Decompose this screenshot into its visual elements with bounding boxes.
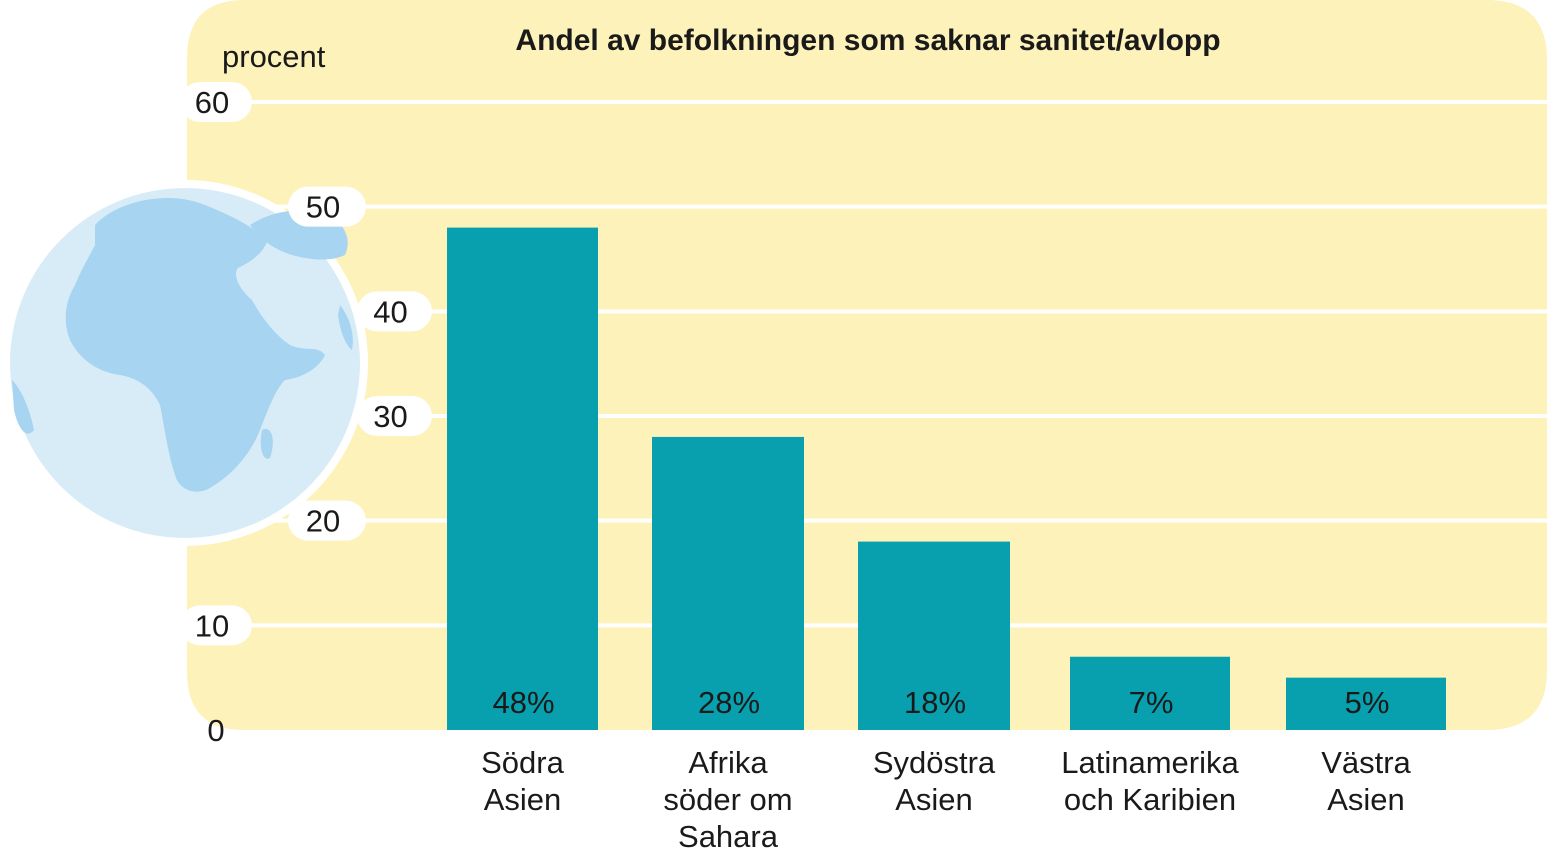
x-tick-label-line: och Karibien	[1064, 782, 1236, 817]
y-tick-label: 0	[207, 713, 224, 748]
x-tick-label-line: Västra	[1321, 745, 1411, 780]
y-tick: 40	[357, 291, 432, 332]
x-tick-label-line: söder om	[663, 782, 792, 817]
y-tick-label: 60	[195, 85, 229, 120]
y-tick: 10	[180, 605, 252, 646]
x-tick-label-line: Asien	[484, 782, 562, 817]
bar	[447, 227, 598, 730]
globe-icon	[2, 180, 368, 546]
x-tick-label-line: Sahara	[678, 819, 779, 854]
y-tick: 50	[288, 186, 366, 227]
bar	[858, 541, 1010, 730]
x-tick-label-line: Sydöstra	[873, 745, 996, 780]
y-tick-background	[357, 396, 432, 436]
bar-value-label: 5%	[1345, 685, 1390, 720]
y-tick: 0	[207, 713, 224, 748]
y-tick-background	[357, 291, 432, 332]
y-tick-label: 10	[195, 608, 229, 643]
data-labels: 48% 28% 18% 7% 5%	[492, 685, 1389, 720]
y-tick-background	[288, 186, 366, 227]
y-tick-label: 40	[373, 294, 407, 329]
x-tick-label-line: Afrika	[688, 745, 768, 780]
x-tick-label-line: Asien	[1327, 782, 1405, 817]
bar-value-label: 18%	[904, 685, 966, 720]
bar	[652, 436, 804, 730]
x-tick-label: Södra Asien	[481, 745, 564, 817]
x-tick-label: Afrika söder om Sahara	[663, 745, 792, 854]
bar-value-label: 28%	[698, 685, 760, 720]
y-axis: 0 10 20 30 40 50 60	[180, 82, 432, 748]
y-tick: 20	[288, 500, 366, 541]
x-tick-label: Västra Asien	[1321, 745, 1411, 817]
bar	[1286, 677, 1446, 730]
x-tick-label-line: Latinamerika	[1061, 745, 1239, 780]
y-tick: 30	[357, 396, 432, 436]
bar-value-label: 48%	[492, 685, 554, 720]
x-tick-label: Latinamerika och Karibien	[1061, 745, 1239, 817]
bar-value-label: 7%	[1129, 685, 1174, 720]
bars	[447, 227, 1446, 730]
x-tick-label-line: Södra	[481, 745, 564, 780]
y-tick-background	[180, 82, 252, 122]
y-tick-label: 30	[373, 399, 407, 434]
y-tick-label: 20	[306, 504, 340, 539]
y-tick-background	[288, 500, 366, 541]
y-tick-background	[180, 605, 252, 646]
y-tick: 60	[180, 82, 252, 122]
x-tick-label-line: Asien	[895, 782, 973, 817]
bar	[1070, 656, 1230, 730]
x-tick-label: Sydöstra Asien	[873, 745, 996, 817]
y-axis-unit-label: procent	[222, 39, 326, 74]
chart-title: Andel av befolkningen som saknar sanitet…	[515, 24, 1220, 57]
y-tick-label: 50	[306, 190, 340, 225]
